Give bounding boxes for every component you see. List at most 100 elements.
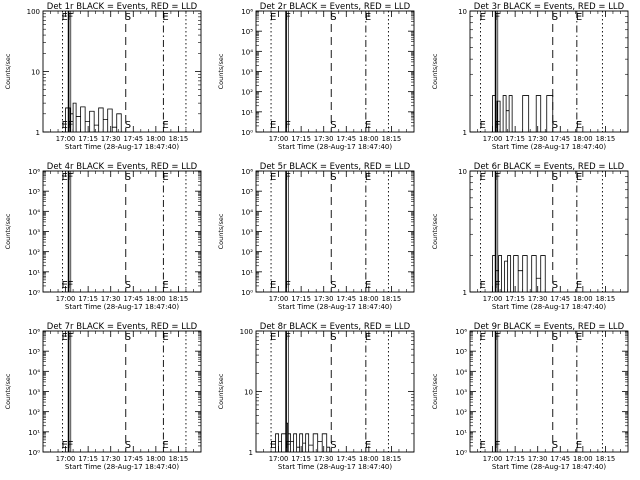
- panel-title: Det 9r BLACK = Events, RED = LLD: [474, 322, 625, 332]
- detector-panel: Det 9r BLACK = Events, RED = LLD Counts/s…: [431, 322, 629, 471]
- x-tick-label: 18:00: [573, 135, 593, 143]
- plot-frame: [255, 330, 415, 453]
- y-axis-label: Counts/sec: [431, 373, 439, 409]
- x-tick-label: 17:30: [528, 295, 548, 303]
- marker-letter-bottom: F: [68, 280, 74, 291]
- y-tick-label: 10⁴: [28, 208, 40, 216]
- marker-letter-top: E: [62, 332, 68, 343]
- marker-letter-bottom: E: [365, 440, 371, 451]
- marker-letter-top: E: [576, 332, 582, 343]
- y-tick-label: 100: [240, 328, 253, 336]
- y-tick-label: 10⁴: [241, 48, 253, 56]
- marker-letter-bottom: E: [62, 280, 68, 291]
- marker-letter-top: E: [480, 332, 486, 343]
- plot-frame: [469, 10, 629, 133]
- marker-letter-top: E: [270, 12, 276, 23]
- marker-letter-top: E: [62, 12, 68, 23]
- x-tick-label: 17:00: [269, 295, 289, 303]
- x-tick-label: 17:00: [269, 455, 289, 463]
- marker-letter-bottom: S: [330, 440, 336, 451]
- panel-title: Det 2r BLACK = Events, RED = LLD: [260, 2, 411, 12]
- x-tick-label: 18:15: [596, 295, 616, 303]
- panel-title: Det 7r BLACK = Events, RED = LLD: [47, 322, 198, 332]
- y-tick-label: 10²: [28, 249, 40, 257]
- marker-letter-top: S: [552, 332, 558, 343]
- y-axis-label: Counts/sec: [4, 53, 12, 89]
- x-tick-label: 17:45: [336, 135, 356, 143]
- x-tick-label: 17:15: [78, 455, 98, 463]
- x-tick-label: 17:15: [291, 295, 311, 303]
- y-axis-label: Counts/sec: [431, 213, 439, 249]
- x-tick-label: 17:15: [505, 295, 525, 303]
- marker-letter-bottom: F: [495, 120, 501, 131]
- marker-letter-bottom: S: [552, 440, 558, 451]
- marker-letter-top: F: [68, 172, 74, 183]
- x-tick-label: 17:15: [505, 135, 525, 143]
- marker-letter-bottom: F: [285, 120, 291, 131]
- marker-letter-bottom: F: [68, 120, 74, 131]
- plot-frame: [255, 10, 415, 133]
- marker-letter-bottom: E: [162, 120, 168, 131]
- marker-letter-top: S: [125, 332, 131, 343]
- y-axis-label: Counts/sec: [217, 53, 225, 89]
- detector-panel: Det 2r BLACK = Events, RED = LLD Counts/s…: [217, 2, 415, 151]
- marker-letter-top: E: [62, 172, 68, 183]
- y-tick-label: 10³: [28, 389, 40, 397]
- marker-letter-top: E: [162, 332, 168, 343]
- marker-letter-bottom: S: [125, 280, 131, 291]
- y-tick-label: 10⁵: [455, 348, 467, 356]
- plot-frame: [255, 170, 415, 293]
- x-tick-label: 17:45: [336, 295, 356, 303]
- x-tick-label: 17:45: [123, 295, 143, 303]
- y-tick-label: 100: [27, 8, 40, 16]
- marker-letter-top: S: [330, 332, 336, 343]
- x-tick-label: 17:00: [56, 455, 76, 463]
- y-tick-label: 10⁶: [28, 168, 40, 176]
- x-tick-label: 18:15: [169, 135, 189, 143]
- marker-letter-bottom: F: [285, 280, 291, 291]
- x-tick-label: 17:30: [101, 135, 121, 143]
- y-tick-label: 10²: [455, 409, 467, 417]
- x-tick-label: 18:00: [359, 455, 379, 463]
- marker-letter-top: E: [162, 172, 168, 183]
- marker-letter-bottom: E: [162, 280, 168, 291]
- y-tick-label: 10⁰: [241, 289, 253, 297]
- detector-panel: Det 8r BLACK = Events, RED = LLD Counts/s…: [217, 322, 415, 471]
- y-tick-label: 10⁴: [28, 368, 40, 376]
- x-tick-label: 17:30: [314, 135, 334, 143]
- x-axis-label: Start Time (28-Aug-17 18:47:40): [65, 463, 179, 471]
- marker-letter-top: F: [495, 172, 501, 183]
- y-tick-label: 10⁵: [28, 188, 40, 196]
- marker-letter-top: S: [552, 172, 558, 183]
- y-axis-label: Counts/sec: [431, 53, 439, 89]
- marker-letter-top: E: [365, 332, 371, 343]
- y-tick-label: 10³: [455, 389, 467, 397]
- marker-letter-bottom: E: [576, 440, 582, 451]
- panel-title: Det 8r BLACK = Events, RED = LLD: [260, 322, 411, 332]
- marker-letter-bottom: S: [552, 280, 558, 291]
- x-tick-label: 17:45: [550, 135, 570, 143]
- x-tick-label: 17:30: [314, 455, 334, 463]
- x-tick-label: 18:00: [146, 455, 166, 463]
- marker-letter-bottom: S: [552, 120, 558, 131]
- marker-letter-bottom: F: [495, 280, 501, 291]
- panel-title: Det 6r BLACK = Events, RED = LLD: [474, 162, 625, 172]
- y-tick-label: 10⁵: [241, 28, 253, 36]
- y-tick-label: 10²: [241, 89, 253, 97]
- marker-letter-bottom: F: [495, 440, 501, 451]
- marker-letter-top: E: [270, 332, 276, 343]
- marker-letter-bottom: S: [125, 120, 131, 131]
- x-tick-label: 17:00: [483, 295, 503, 303]
- y-tick-label: 1: [463, 289, 467, 297]
- y-tick-label: 10⁶: [455, 328, 467, 336]
- marker-letter-top: F: [68, 332, 74, 343]
- x-tick-label: 17:30: [314, 295, 334, 303]
- x-tick-label: 17:15: [291, 135, 311, 143]
- detector-panel: Det 6r BLACK = Events, RED = LLD Counts/s…: [431, 162, 629, 311]
- marker-letter-bottom: E: [576, 280, 582, 291]
- y-tick-label: 10²: [28, 409, 40, 417]
- marker-letter-top: S: [125, 12, 131, 23]
- x-tick-label: 18:15: [596, 455, 616, 463]
